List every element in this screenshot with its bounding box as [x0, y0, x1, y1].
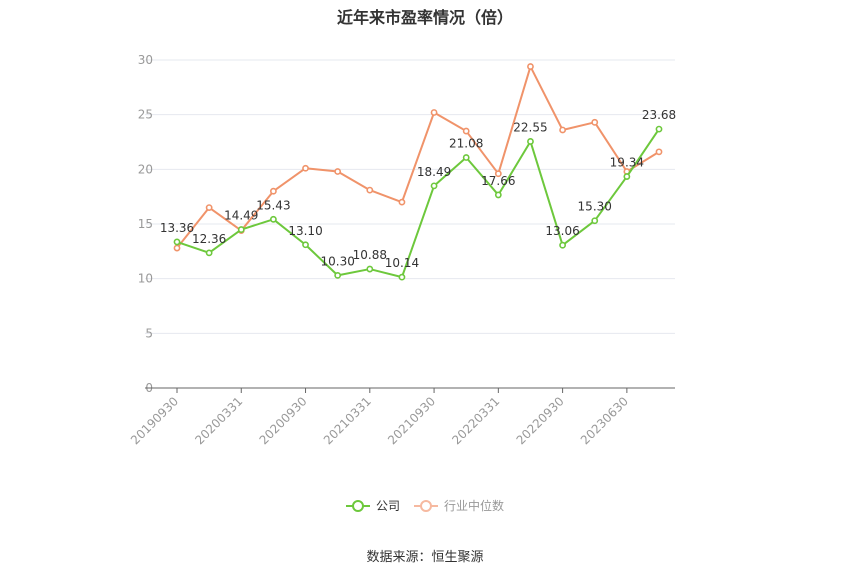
y-tick-label: 10	[138, 272, 153, 286]
data-label-company: 13.06	[545, 224, 579, 238]
point-industry-median	[366, 186, 374, 194]
point-industry-median	[494, 170, 502, 178]
point-industry-median	[559, 126, 566, 134]
point-company	[173, 238, 181, 246]
point-industry-median	[205, 204, 213, 211]
data-label-company: 19.34	[610, 156, 644, 170]
point-industry-median	[591, 118, 599, 126]
point-industry-median	[269, 187, 277, 195]
x-tick-label: 20210930	[385, 394, 438, 447]
point-industry-median	[430, 109, 438, 116]
point-industry-median	[302, 164, 309, 172]
x-tick-label: 20200930	[257, 394, 310, 447]
x-tick-label: 20220331	[449, 394, 502, 447]
y-tick-label: 25	[138, 108, 153, 122]
point-industry-median	[527, 63, 534, 70]
x-tick-label: 20220930	[514, 394, 567, 447]
data-label-company: 15.43	[256, 198, 290, 212]
legend-item-company[interactable]: 公司	[345, 497, 400, 514]
point-company	[559, 241, 566, 249]
x-tick-label: 20230630	[578, 394, 631, 447]
point-company	[302, 241, 309, 249]
series-line-industry-median	[176, 65, 660, 249]
point-industry-median	[655, 148, 663, 156]
point-company	[591, 217, 599, 225]
data-label-company: 15.30	[578, 200, 612, 214]
legend-item-industry-median[interactable]: 行业中位数	[414, 497, 504, 514]
point-company	[430, 182, 438, 190]
data-label-company: 22.55	[513, 120, 547, 134]
point-industry-median	[462, 127, 470, 135]
legend-company-label: 公司	[375, 499, 400, 513]
point-company	[237, 226, 245, 233]
point-company	[623, 173, 631, 180]
point-company	[269, 215, 277, 223]
legend-industry-label: 行业中位数	[444, 499, 505, 513]
point-company	[366, 265, 374, 273]
point-industry-median	[334, 168, 342, 175]
data-label-company: 14.49	[224, 209, 258, 223]
point-company	[334, 271, 342, 279]
data-label-company: 18.49	[417, 165, 451, 179]
point-industry-median	[398, 198, 406, 206]
series-line-company	[176, 128, 660, 279]
chart-title: 近年来市盈率情况（倍）	[336, 8, 513, 27]
x-tick-label: 20190930	[128, 394, 181, 447]
point-industry-median	[173, 244, 181, 252]
x-tick-label: 20210331	[321, 394, 374, 447]
data-label-company: 23.68	[642, 108, 676, 122]
point-company	[462, 154, 470, 161]
legend: 公司 行业中位数	[0, 497, 850, 514]
y-tick-label: 30	[138, 53, 153, 67]
data-label-company: 10.30	[320, 254, 354, 268]
point-company	[494, 191, 502, 199]
point-company	[655, 125, 663, 133]
x-tick-label: 20200331	[192, 394, 245, 447]
data-label-company: 10.14	[385, 256, 419, 270]
point-company	[205, 249, 213, 257]
data-label-company: 10.88	[353, 248, 387, 262]
legend-company-swatch	[345, 499, 370, 512]
data-label-company: 13.10	[288, 224, 322, 238]
point-company	[398, 273, 406, 281]
y-tick-label: 15	[138, 217, 153, 231]
y-tick-label: 20	[138, 162, 153, 176]
data-label-company: 21.08	[449, 137, 483, 151]
data-label-company: 13.36	[160, 221, 194, 235]
point-company	[527, 138, 534, 145]
data-source: 数据来源：恒生聚源	[366, 550, 484, 565]
y-tick-label: 5	[145, 326, 153, 340]
data-label-company: 12.36	[192, 232, 226, 246]
data-label-company: 17.66	[481, 174, 515, 188]
legend-industry-swatch	[414, 499, 438, 512]
